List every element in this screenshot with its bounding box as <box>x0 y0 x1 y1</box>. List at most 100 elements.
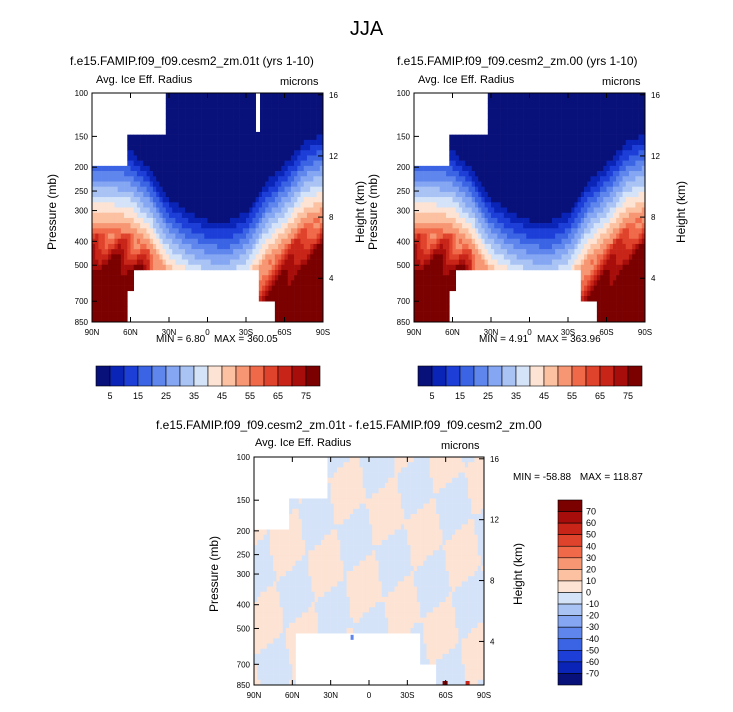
panel-c-y2-tick-label: 12 <box>490 516 499 525</box>
panel-c-y-tick-label: 700 <box>237 660 251 669</box>
panel-a-colorbar-box <box>235 365 251 387</box>
panel-b-colorbar-label: 15 <box>455 391 465 401</box>
panel-c-colorbar-box <box>557 522 583 535</box>
panel-b-y-tick-label: 300 <box>397 207 411 216</box>
panel-b-x-tick-label: 90N <box>407 328 422 337</box>
panel-b-min-value: 4.91 <box>508 334 529 345</box>
panel-a-colorbar-box <box>305 365 321 387</box>
panel-a-colorbar-box <box>277 365 293 387</box>
panel-c-colorbar-box <box>557 580 583 593</box>
panel-b-colorbar-box <box>459 365 475 387</box>
panel-a-colorbar-label: 75 <box>301 391 311 401</box>
panel-a-y-tick-label: 700 <box>75 297 89 306</box>
panel-a-colorbar-box <box>109 365 125 387</box>
panel-b-colorbar-box <box>529 365 545 387</box>
panel-c-colorbar-label: 0 <box>586 588 591 598</box>
panel-b-colorbar-box <box>431 365 447 387</box>
panel-a-colorbar-label: 45 <box>217 391 227 401</box>
panel-c-title: f.e15.FAMIP.f09_f09.cesm2_zm.01t - f.e15… <box>156 418 542 432</box>
panel-a-max-label: MAX = <box>213 334 245 345</box>
panel-b-colorbar-box <box>487 365 503 387</box>
panel-a-y-tick-label: 300 <box>75 207 89 216</box>
panel-c-colorbar-label: 50 <box>586 530 596 540</box>
panel-b-x-tick-label: 90S <box>638 328 652 337</box>
panel-c-x-tick-label: 60N <box>285 691 300 700</box>
panel-a-colorbar-box <box>249 365 265 387</box>
panel-b-colorbar-box <box>473 365 489 387</box>
panel-a-units-label: microns <box>280 76 319 88</box>
panel-b-y-tick-label: 500 <box>397 261 411 270</box>
panel-c-colorbar-box <box>557 557 583 570</box>
panel-b-variable-label: Avg. Ice Eff. Radius <box>418 74 515 86</box>
panel-c-colorbar-box <box>557 673 583 686</box>
panel-a-y2-tick-label: 16 <box>329 91 338 100</box>
panel-c-colorbar-label: -60 <box>586 657 599 667</box>
panel-b-min-label: MIN = <box>479 334 506 345</box>
panel-c-x-tick-label: 90N <box>247 691 262 700</box>
panel-b-colorbar-box <box>627 365 643 387</box>
panel-c-y-tick-label: 250 <box>237 551 251 560</box>
panel-b-colorbar-box <box>613 365 629 387</box>
panel-b-colorbar-box <box>571 365 587 387</box>
panel-c-colorbar-label: -50 <box>586 645 599 655</box>
panel-b-x-tick-label: 0 <box>527 328 532 337</box>
panel-c-y2-tick-label: 4 <box>490 637 495 646</box>
panel-b-y2-tick-label: 16 <box>651 91 660 100</box>
panel-c-pressure-axis-label: Pressure (mb) <box>207 535 221 613</box>
panel-a-y-tick-label: 250 <box>75 187 89 196</box>
panel-a-colorbar-label: 35 <box>189 391 199 401</box>
panel-c-x-tick-label: 0 <box>367 691 372 700</box>
panel-c-y-tick-label: 300 <box>237 570 251 579</box>
panel-a-colorbar-box <box>263 365 279 387</box>
panel-c-min-value: -58.88 <box>542 472 572 483</box>
panel-c-colorbar-box <box>557 661 583 674</box>
panel-b-y-tick-label: 100 <box>397 89 411 98</box>
panel-a-colorbar: 5 15 25 35 45 55 65 75 <box>95 365 321 401</box>
panel-b-y-tick-label: 700 <box>397 297 411 306</box>
panel-c-y-tick-label: 400 <box>237 601 251 610</box>
panel-b-colorbar-box <box>585 365 601 387</box>
panel-a-y2-tick-label: 12 <box>329 152 338 161</box>
panel-c-colorbar-box <box>557 511 583 524</box>
panel-b-stats: MIN = 4.91 MAX = 363.96 <box>479 334 601 345</box>
panel-a-x-tick-label: 30S <box>239 328 253 337</box>
panel-c-x-tick-label: 60S <box>439 691 453 700</box>
panel-b-colorbar-box <box>599 365 615 387</box>
panel-a-x-tick-label: 60N <box>123 328 138 337</box>
panel-a-x-tick-label: 60S <box>277 328 291 337</box>
panel-c-colorbar-box <box>557 603 583 616</box>
panel-c-colorbar-box <box>557 638 583 651</box>
panel-c-x-tick-label: 90S <box>477 691 491 700</box>
panel-b-y2-tick-label: 12 <box>651 152 660 161</box>
panel-c-max-label: MAX = <box>579 472 611 483</box>
panel-b-colorbar-label: 75 <box>623 391 633 401</box>
panel-b-colorbar-box <box>501 365 517 387</box>
panel-a-title: f.e15.FAMIP.f09_f09.cesm2_zm.01t (yrs 1-… <box>70 54 314 68</box>
panel-a-x-tick-label: 0 <box>205 328 210 337</box>
panel-b-colorbar: 5 15 25 35 45 55 65 75 <box>417 365 643 401</box>
panel-a-colorbar-label: 15 <box>133 391 143 401</box>
panel-b-colorbar-label: 25 <box>483 391 493 401</box>
panel-a-y2-tick-label: 8 <box>329 213 334 222</box>
panel-b-colorbar-box <box>557 365 573 387</box>
panel-a-colorbar-box <box>207 365 223 387</box>
panel-c-colorbar-box <box>557 499 583 512</box>
panel-b-colorbar-label: 35 <box>511 391 521 401</box>
panel-b-x-tick-label: 30S <box>561 328 575 337</box>
panel-a-y-tick-label: 500 <box>75 261 89 270</box>
panel-c-colorbar-box <box>557 650 583 663</box>
panel-c-y-tick-label: 150 <box>237 496 251 505</box>
panel-b-colorbar-label: 55 <box>567 391 577 401</box>
panel-c-y-tick-label: 200 <box>237 527 251 536</box>
panel-c-colorbar-box <box>557 545 583 559</box>
panel-c-colorbar-label: -10 <box>586 599 599 609</box>
panel-a-min-label: MIN = <box>156 334 183 345</box>
panel-a-max-value: 360.05 <box>247 334 278 345</box>
panel-b-y-tick-label: 150 <box>397 132 411 141</box>
panel-c-colorbar-label: 40 <box>586 541 596 551</box>
panel-c-y-tick-label: 100 <box>237 453 251 462</box>
panel-b-colorbar-label: 65 <box>595 391 605 401</box>
panel-c-y2-tick-label: 8 <box>490 577 495 586</box>
panel-c-colorbar-label: 20 <box>586 564 596 574</box>
panel-b-field <box>414 93 646 323</box>
